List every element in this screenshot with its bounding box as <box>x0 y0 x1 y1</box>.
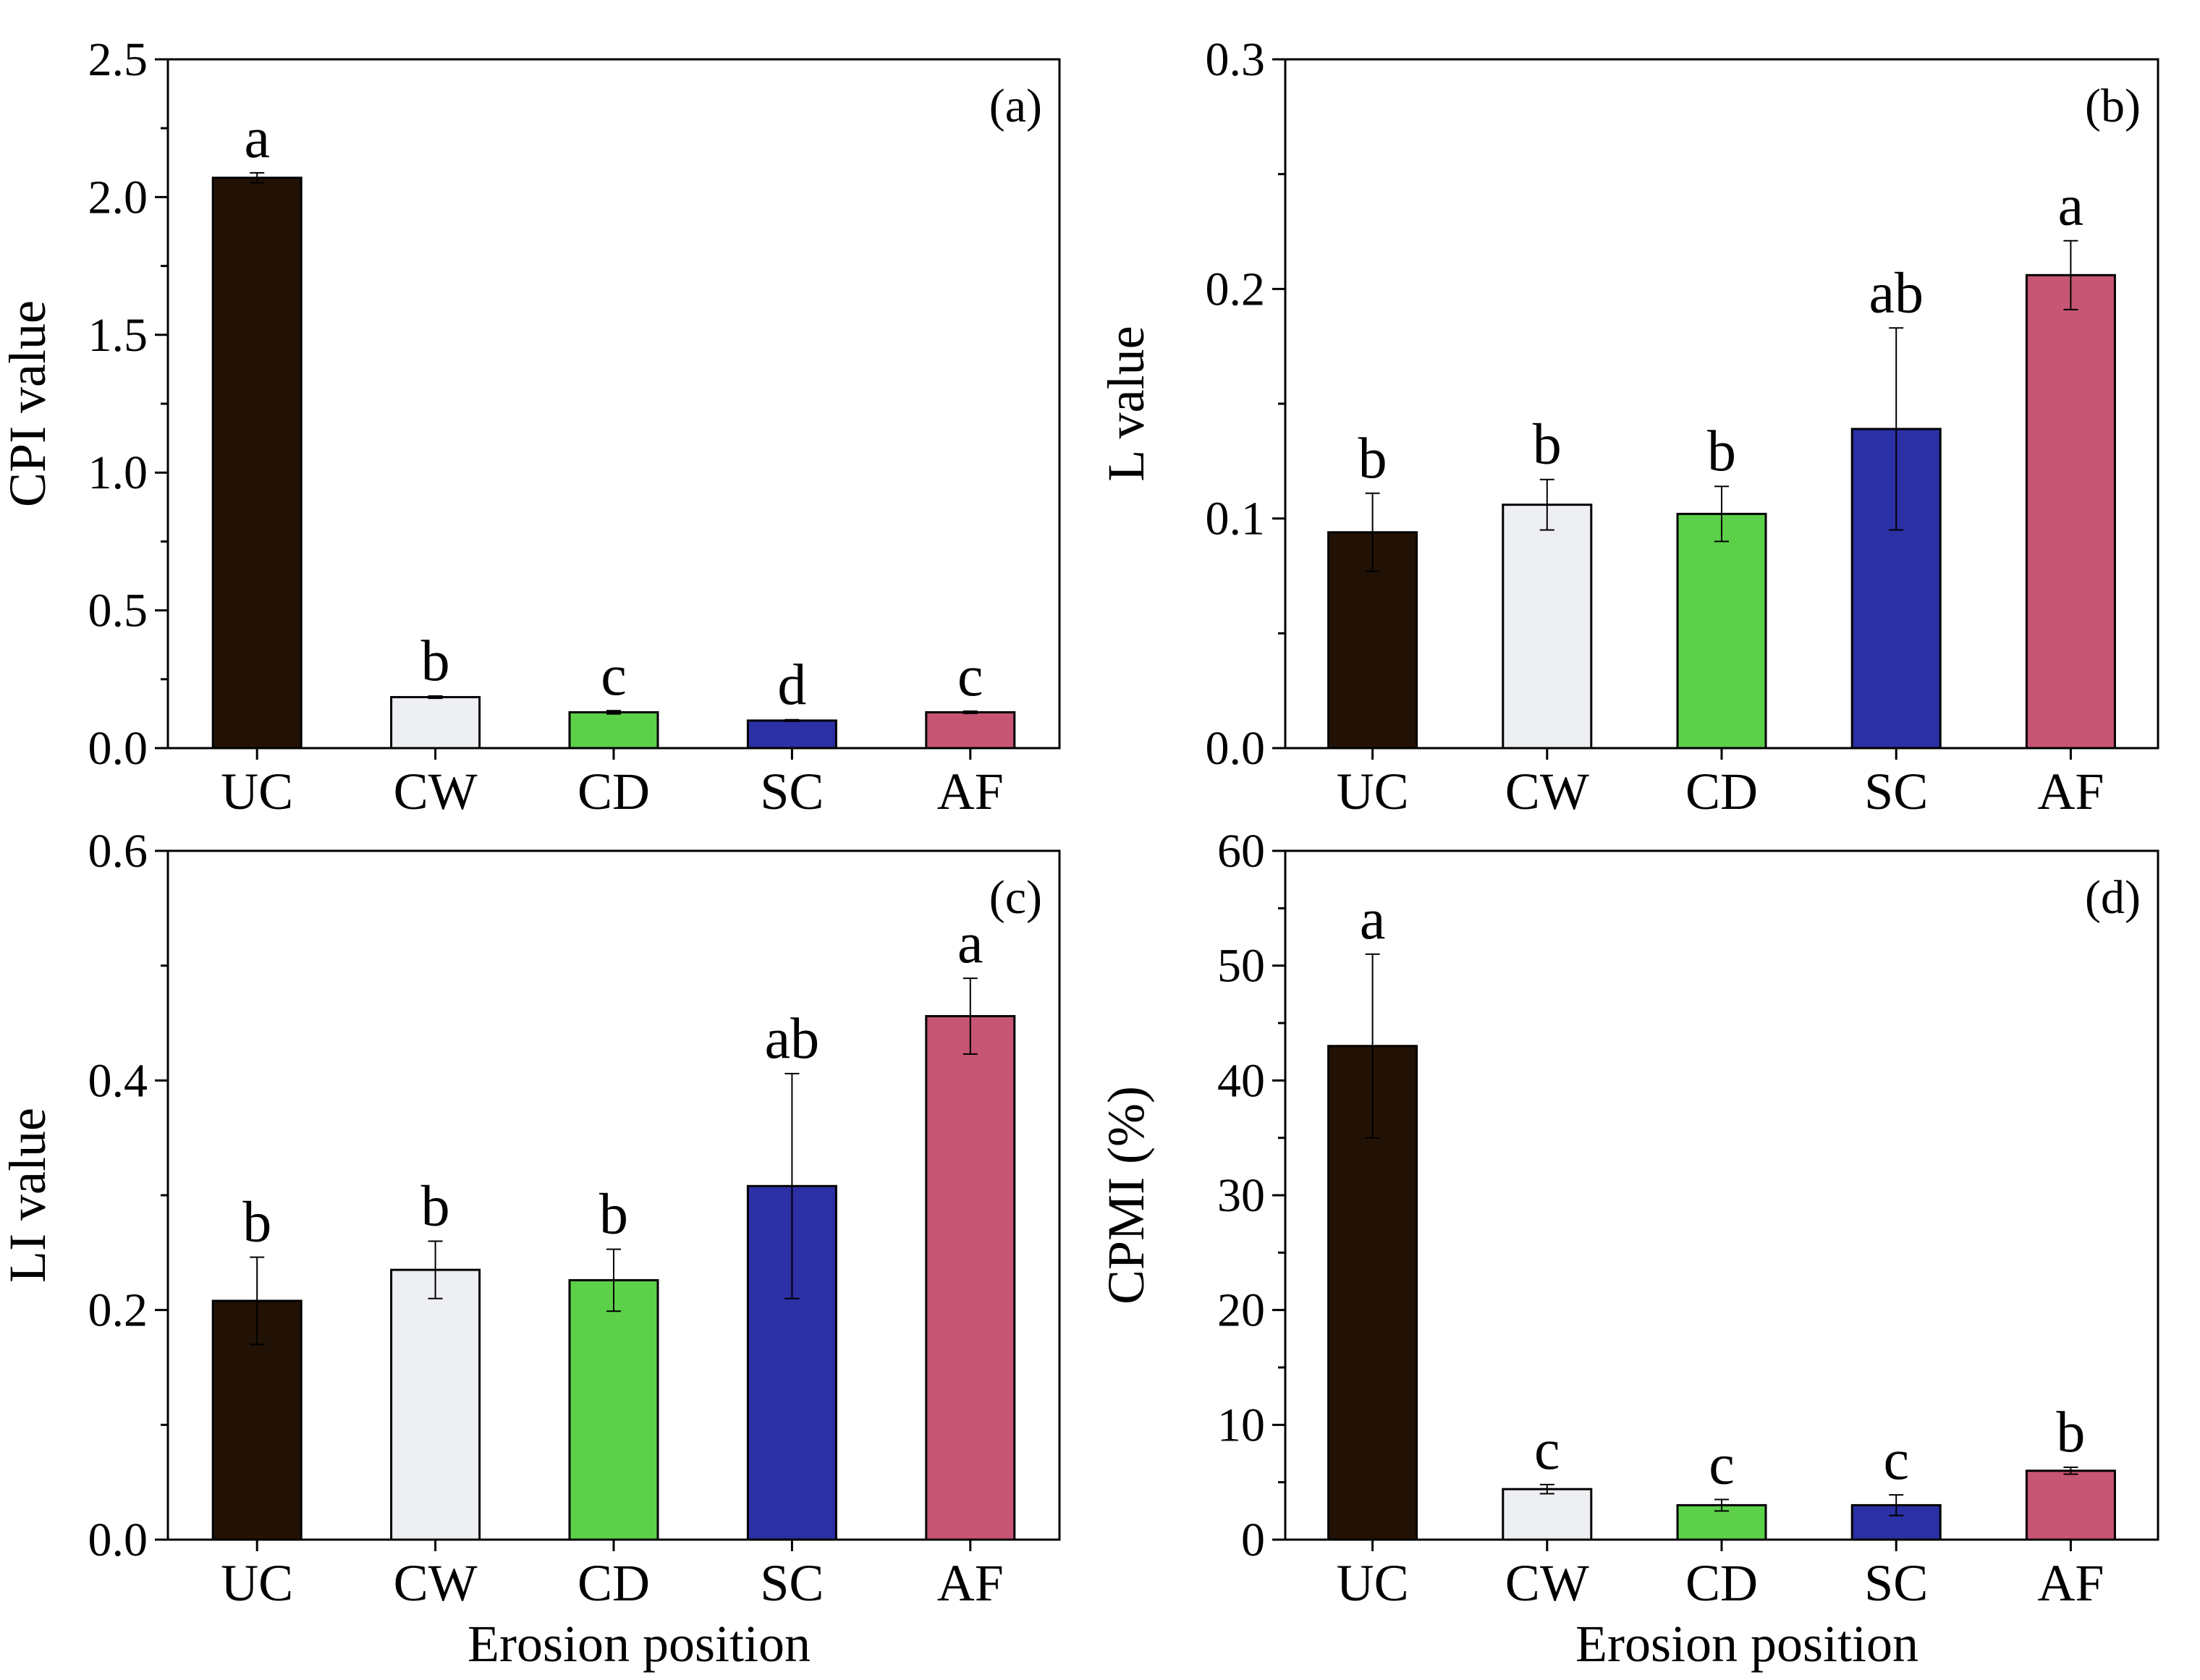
panel-c-x-axis-label: Erosion position <box>468 1615 811 1673</box>
panel-b-ytick-label: 0.1 <box>1206 493 1266 546</box>
panel-c-bar-cd[interactable] <box>568 1278 659 1541</box>
panel-a-category-cd: CD <box>578 763 650 820</box>
panel-a-bar-af[interactable] <box>925 710 1016 750</box>
panel-c-category-cw: CW <box>394 1554 478 1612</box>
panel-a-ytick-label: 1.0 <box>88 446 148 499</box>
panel-a-significance-cw: b <box>421 629 450 693</box>
panel-c-ytick-label: 0.2 <box>88 1284 148 1337</box>
panel-d-bar-af[interactable] <box>2025 1469 2116 1541</box>
panel-d-category-cd: CD <box>1685 1554 1758 1612</box>
panel-b-significance-sc: ab <box>1869 261 1924 325</box>
panel-b-ytick-label: 0.3 <box>1206 33 1266 86</box>
panel-c-ytick-label: 0.0 <box>88 1514 148 1566</box>
panel-a-ytick-label: 2.5 <box>88 33 148 86</box>
panel-b-category-uc: UC <box>1337 763 1409 820</box>
panel-d-x-axis-label: Erosion position <box>1575 1615 1918 1673</box>
panel-d-category-af: AF <box>2037 1554 2104 1612</box>
panel-d-ytick-label: 60 <box>1217 825 1265 878</box>
panel-a-bar-cw[interactable] <box>390 696 481 750</box>
panel-d-ytick-label: 30 <box>1217 1169 1265 1222</box>
panel-c-ytick-label: 0.6 <box>88 825 148 878</box>
panel-a-category-uc: UC <box>221 763 293 820</box>
panel-b-bar-cw[interactable] <box>1502 504 1593 750</box>
panel-a-category-sc: SC <box>760 763 824 820</box>
panel-a-panel-label: (a) <box>989 80 1042 132</box>
panel-a-bar-cd[interactable] <box>568 710 659 750</box>
panel-c-ytick-label: 0.4 <box>88 1054 148 1107</box>
panel-a-bar-sc[interactable] <box>746 719 837 750</box>
panel-d-significance-cw: c <box>1534 1418 1560 1482</box>
panel-c-panel-label: (c) <box>989 871 1042 924</box>
panel-b-bar-af[interactable] <box>2025 273 2116 750</box>
panel-a-ytick-label: 0.5 <box>88 585 148 637</box>
panel-d-bar-cw[interactable] <box>1502 1488 1593 1541</box>
panel-a-bar-uc[interactable] <box>211 177 302 750</box>
panel-c-bar-af[interactable] <box>925 1014 1016 1541</box>
panel-d-ytick-label: 20 <box>1217 1284 1265 1337</box>
panel-d-category-cw: CW <box>1505 1554 1589 1612</box>
panel-a-ytick-label: 2.0 <box>88 171 148 224</box>
panel-b-y-axis-label: L value <box>1097 326 1155 481</box>
panel-d-category-sc: SC <box>1864 1554 1928 1612</box>
panel-a-y-axis-label: CPI value <box>0 300 56 507</box>
panel-c-category-uc: UC <box>221 1554 293 1612</box>
panel-c-category-af: AF <box>937 1554 1004 1612</box>
panel-b-significance-uc: b <box>1358 427 1387 491</box>
panel-a-ytick-label: 1.5 <box>88 309 148 362</box>
panel-c-significance-cd: b <box>599 1183 628 1247</box>
panel-b-significance-cd: b <box>1707 420 1736 483</box>
panel-a-category-cw: CW <box>394 763 478 820</box>
panel-d-panel-label: (d) <box>2085 871 2141 924</box>
panel-a-category-af: AF <box>937 763 1004 820</box>
panel-d-ytick-label: 40 <box>1217 1054 1265 1107</box>
panel-d-significance-uc: a <box>1360 888 1386 951</box>
panel-b-category-cw: CW <box>1505 763 1589 820</box>
panel-a-significance-cd: c <box>601 644 627 708</box>
panel-d-y-axis-label: CPMI (%) <box>1097 1086 1155 1304</box>
panel-b-significance-cw: b <box>1533 413 1562 477</box>
panel-b-category-cd: CD <box>1685 763 1758 820</box>
panel-c-y-axis-label: LI value <box>0 1108 56 1283</box>
panel-b-ytick-label: 0.2 <box>1206 263 1266 315</box>
panel-b-panel-label: (b) <box>2085 80 2141 132</box>
panel-d-category-uc: UC <box>1337 1554 1409 1612</box>
panel-d-significance-cd: c <box>1709 1433 1735 1496</box>
panel-d-ytick-label: 50 <box>1217 940 1265 993</box>
panel-b-category-af: AF <box>2037 763 2104 820</box>
panel-c-significance-sc: ab <box>765 1007 820 1071</box>
panel-c-category-cd: CD <box>578 1554 650 1612</box>
panel-c-significance-uc: b <box>242 1191 271 1255</box>
panel-a-significance-uc: a <box>244 106 270 170</box>
panel-d-significance-af: b <box>2056 1401 2085 1464</box>
panel-d-ytick-label: 10 <box>1217 1399 1265 1451</box>
panel-b-category-sc: SC <box>1864 763 1928 820</box>
panel-b-significance-af: a <box>2058 174 2084 238</box>
panel-c-bar-cw[interactable] <box>390 1268 481 1541</box>
panel-a-ytick-label: 0.0 <box>88 722 148 775</box>
panel-a-significance-sc: d <box>777 653 806 717</box>
panel-c-significance-cw: b <box>421 1174 450 1238</box>
panel-b-ytick-label: 0.0 <box>1206 722 1266 775</box>
panel-b-bar-cd[interactable] <box>1676 512 1767 750</box>
panel-d-ytick-label: 0 <box>1241 1514 1265 1566</box>
panel-a-significance-af: c <box>957 645 983 708</box>
panel-d-significance-sc: c <box>1883 1428 1909 1492</box>
panel-c-category-sc: SC <box>760 1554 824 1612</box>
panel-c-significance-af: a <box>957 912 983 975</box>
